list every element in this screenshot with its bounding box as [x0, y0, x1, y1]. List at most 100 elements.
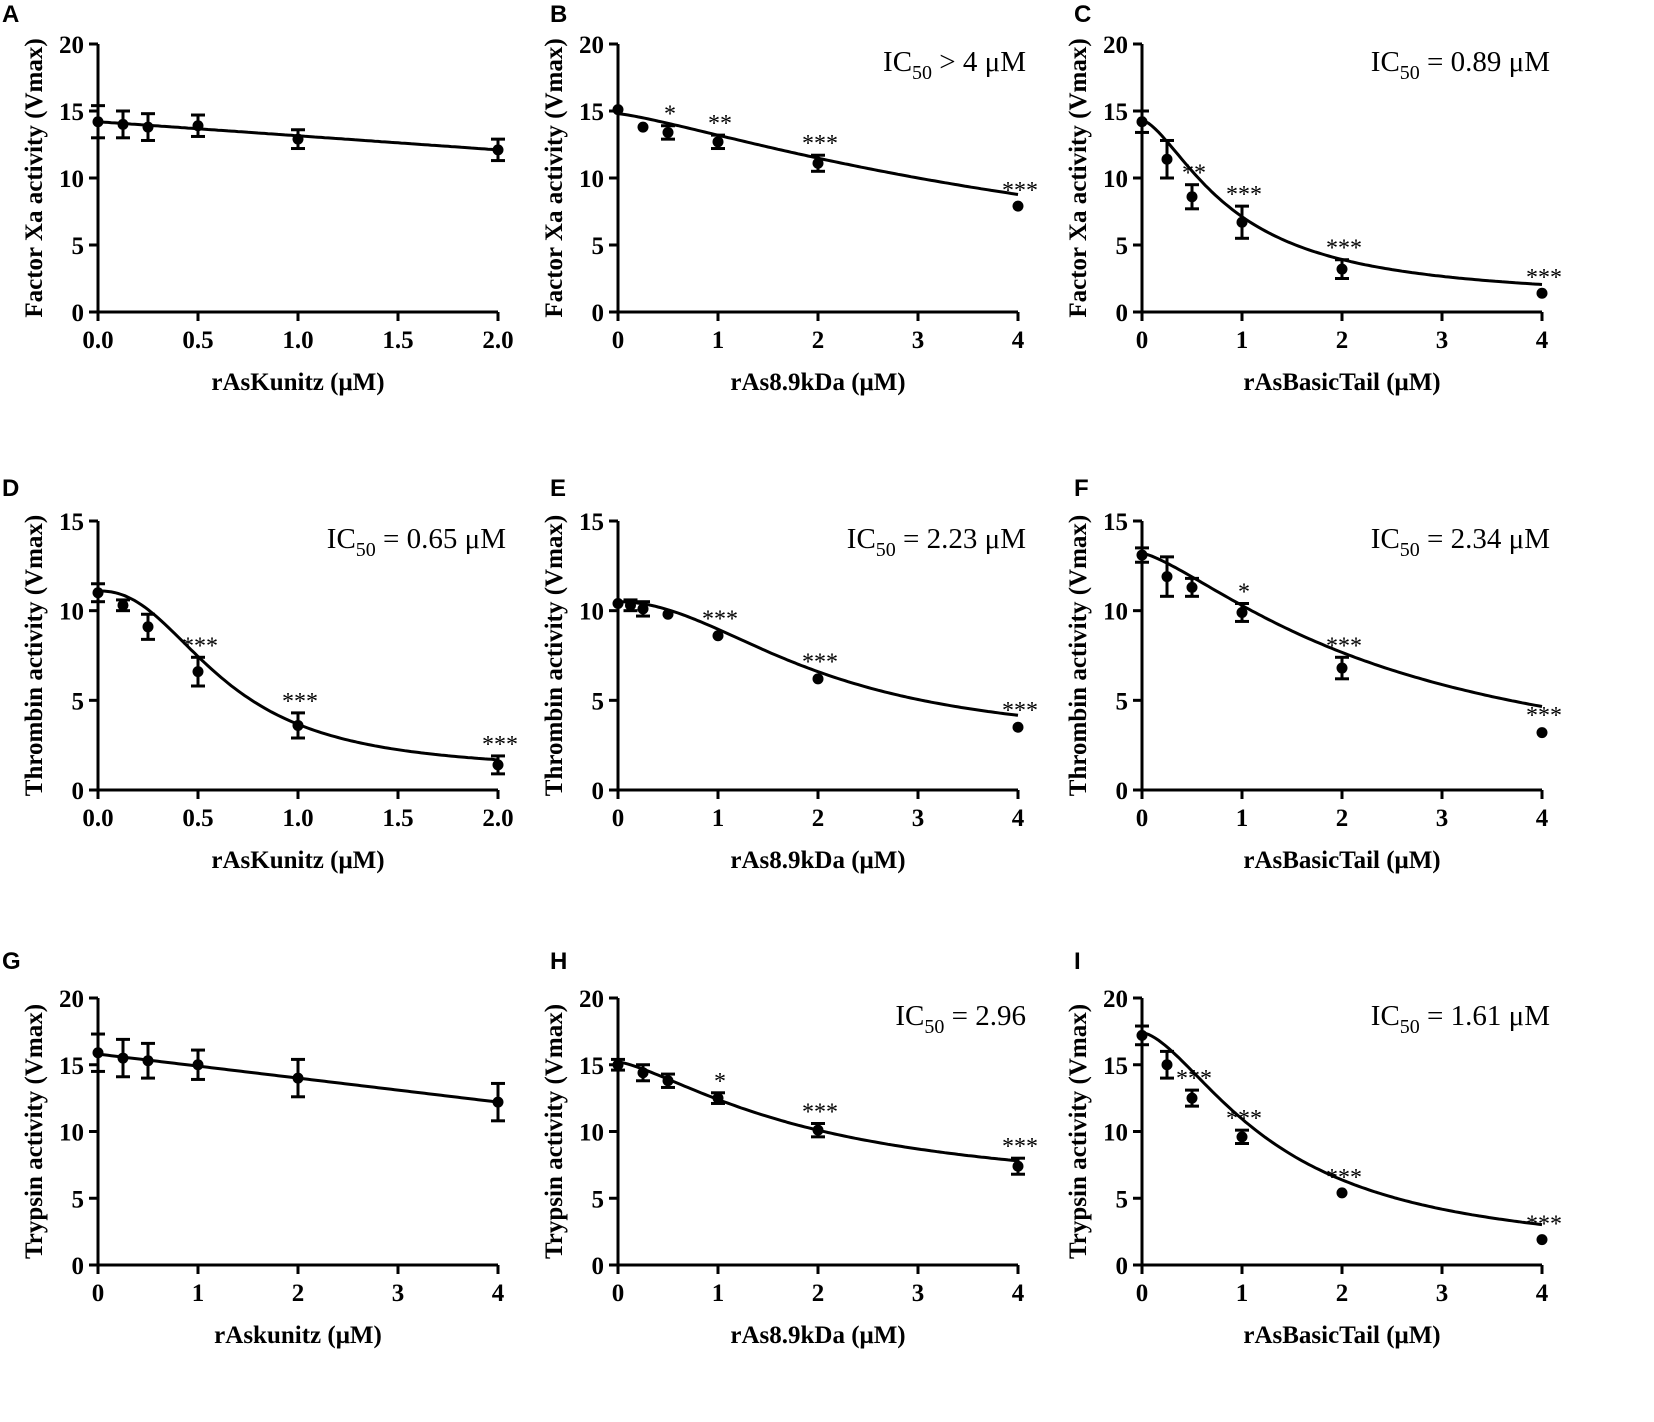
data-point: [1336, 662, 1348, 674]
data-point: [492, 144, 504, 156]
x-tick-label: 1.0: [282, 805, 313, 832]
data-point: [1161, 1059, 1173, 1071]
y-tick-label: 15: [579, 99, 604, 126]
ic50-subscript: 50: [912, 62, 932, 84]
x-tick-label: 3: [1436, 1280, 1449, 1307]
y-tick-label: 10: [59, 166, 84, 193]
ic50-prefix: IC: [1371, 46, 1400, 78]
y-tick-label: 0: [72, 778, 85, 805]
y-tick-label: 15: [1103, 509, 1128, 536]
x-tick-label: 4: [1536, 1280, 1549, 1307]
y-tick-label: 10: [1103, 1120, 1128, 1147]
data-point: [1336, 263, 1348, 275]
x-tick-label: 1: [1236, 327, 1249, 354]
x-tick-label: 3: [1436, 805, 1449, 832]
chart-panel-i: I 0 5 10 15 20 0 1 2 3 4 rAsBasicTail (μM) Trypsin a…: [1065, 948, 1562, 1349]
ic50-value: = 2.23 μM: [896, 523, 1026, 555]
data-point: [1012, 721, 1024, 733]
y-tick-label: 10: [59, 1120, 84, 1147]
x-tick-label: 2: [292, 1280, 305, 1307]
y-tick-label: 5: [72, 233, 85, 260]
panel-letter: D: [2, 475, 19, 502]
x-tick-label: 4: [1012, 327, 1025, 354]
data-point: [1012, 1160, 1024, 1172]
ic50-prefix: IC: [883, 46, 912, 78]
significance-label: ***: [1326, 236, 1362, 262]
data-point: [292, 133, 304, 145]
significance-label: ***: [1226, 182, 1262, 208]
data-point: [812, 157, 824, 169]
y-axis-title: Trypsin activity (Vmax): [21, 1004, 48, 1259]
significance-label: ***: [1002, 178, 1038, 204]
data-point: [142, 1055, 154, 1067]
ic50-annotation: IC50 = 0.89 μM: [1371, 46, 1550, 84]
chart-panel-e: E 0 5 10 15 0 1 2 3 4 rAs8.9kDa (μM) Thrombin activ…: [541, 475, 1038, 874]
data-point: [117, 1052, 129, 1064]
data-point: [492, 1096, 504, 1108]
ic50-value: = 2.96: [944, 1000, 1026, 1032]
ic50-value: > 4 μM: [932, 46, 1026, 78]
x-tick-label: 0: [612, 1280, 625, 1307]
significance-label: ***: [1526, 265, 1562, 291]
y-tick-label: 10: [579, 1120, 604, 1147]
y-tick-label: 20: [1103, 32, 1128, 59]
x-tick-label: 3: [392, 1280, 405, 1307]
chart-panel-b: B 0 5 10 15 20 0 1 2 3 4 rAs8.9kDa (μM) Factor Xa ac…: [541, 1, 1038, 396]
panel-letter: A: [2, 1, 19, 28]
y-tick-label: 0: [592, 1253, 605, 1280]
data-point: [192, 120, 204, 132]
data-point: [637, 121, 649, 133]
data-point: [637, 1067, 649, 1079]
significance-label: *: [714, 1069, 726, 1095]
y-tick-label: 20: [1103, 986, 1128, 1013]
ic50-subscript: 50: [1400, 1016, 1420, 1038]
significance-label: ***: [1002, 1134, 1038, 1160]
ic50-subscript: 50: [1400, 62, 1420, 84]
data-point: [192, 1059, 204, 1071]
panel-letter: C: [1074, 1, 1091, 28]
data-point: [492, 759, 504, 771]
y-tick-label: 15: [1103, 99, 1128, 126]
x-tick-label: 2: [1336, 327, 1349, 354]
data-point: [292, 1072, 304, 1084]
data-point: [1161, 153, 1173, 165]
y-tick-label: 15: [1103, 1053, 1128, 1080]
x-tick-label: 4: [1012, 805, 1025, 832]
y-tick-label: 20: [579, 32, 604, 59]
data-point: [662, 126, 674, 138]
chart-panel-h: H 0 5 10 15 20 0 1 2 3 4 rAs8.9kDa (μM) Trypsin acti…: [541, 948, 1038, 1349]
y-axis-title: Trypsin activity (Vmax): [1065, 1004, 1092, 1259]
ic50-annotation: IC50 = 0.65 μM: [327, 523, 506, 561]
significance-label: ***: [802, 1099, 838, 1125]
data-point: [1136, 549, 1148, 561]
x-tick-label: 3: [912, 1280, 925, 1307]
y-tick-label: 10: [1103, 599, 1128, 626]
y-tick-label: 15: [579, 509, 604, 536]
ic50-annotation: IC50 = 2.96: [895, 1000, 1026, 1038]
fit-curve: [1141, 551, 1543, 708]
chart-panel-c: C 0 5 10 15 20 0 1 2 3 4 rAsBasicTail (μM) Factor Xa…: [1065, 1, 1562, 396]
data-point: [1536, 1234, 1548, 1246]
panel-letter: B: [550, 1, 567, 28]
y-tick-label: 10: [59, 599, 84, 626]
y-tick-label: 0: [592, 778, 605, 805]
y-tick-label: 5: [1116, 688, 1129, 715]
data-point: [712, 1092, 724, 1104]
significance-label: ***: [802, 649, 838, 675]
x-axis-title: rAskunitz (μM): [214, 1322, 382, 1349]
y-tick-label: 0: [592, 300, 605, 327]
y-tick-label: 10: [579, 166, 604, 193]
y-tick-label: 15: [59, 1053, 84, 1080]
y-tick-label: 5: [1116, 233, 1129, 260]
x-tick-label: 4: [1012, 1280, 1025, 1307]
data-point: [637, 603, 649, 615]
y-tick-label: 5: [72, 688, 85, 715]
x-tick-label: 0: [612, 805, 625, 832]
x-tick-label: 1: [1236, 1280, 1249, 1307]
ic50-subscript: 50: [1400, 539, 1420, 561]
significance-label: ***: [702, 606, 738, 632]
x-tick-label: 2.0: [482, 327, 513, 354]
x-tick-label: 0: [1136, 805, 1149, 832]
x-axis-title: rAsBasicTail (μM): [1243, 369, 1440, 396]
